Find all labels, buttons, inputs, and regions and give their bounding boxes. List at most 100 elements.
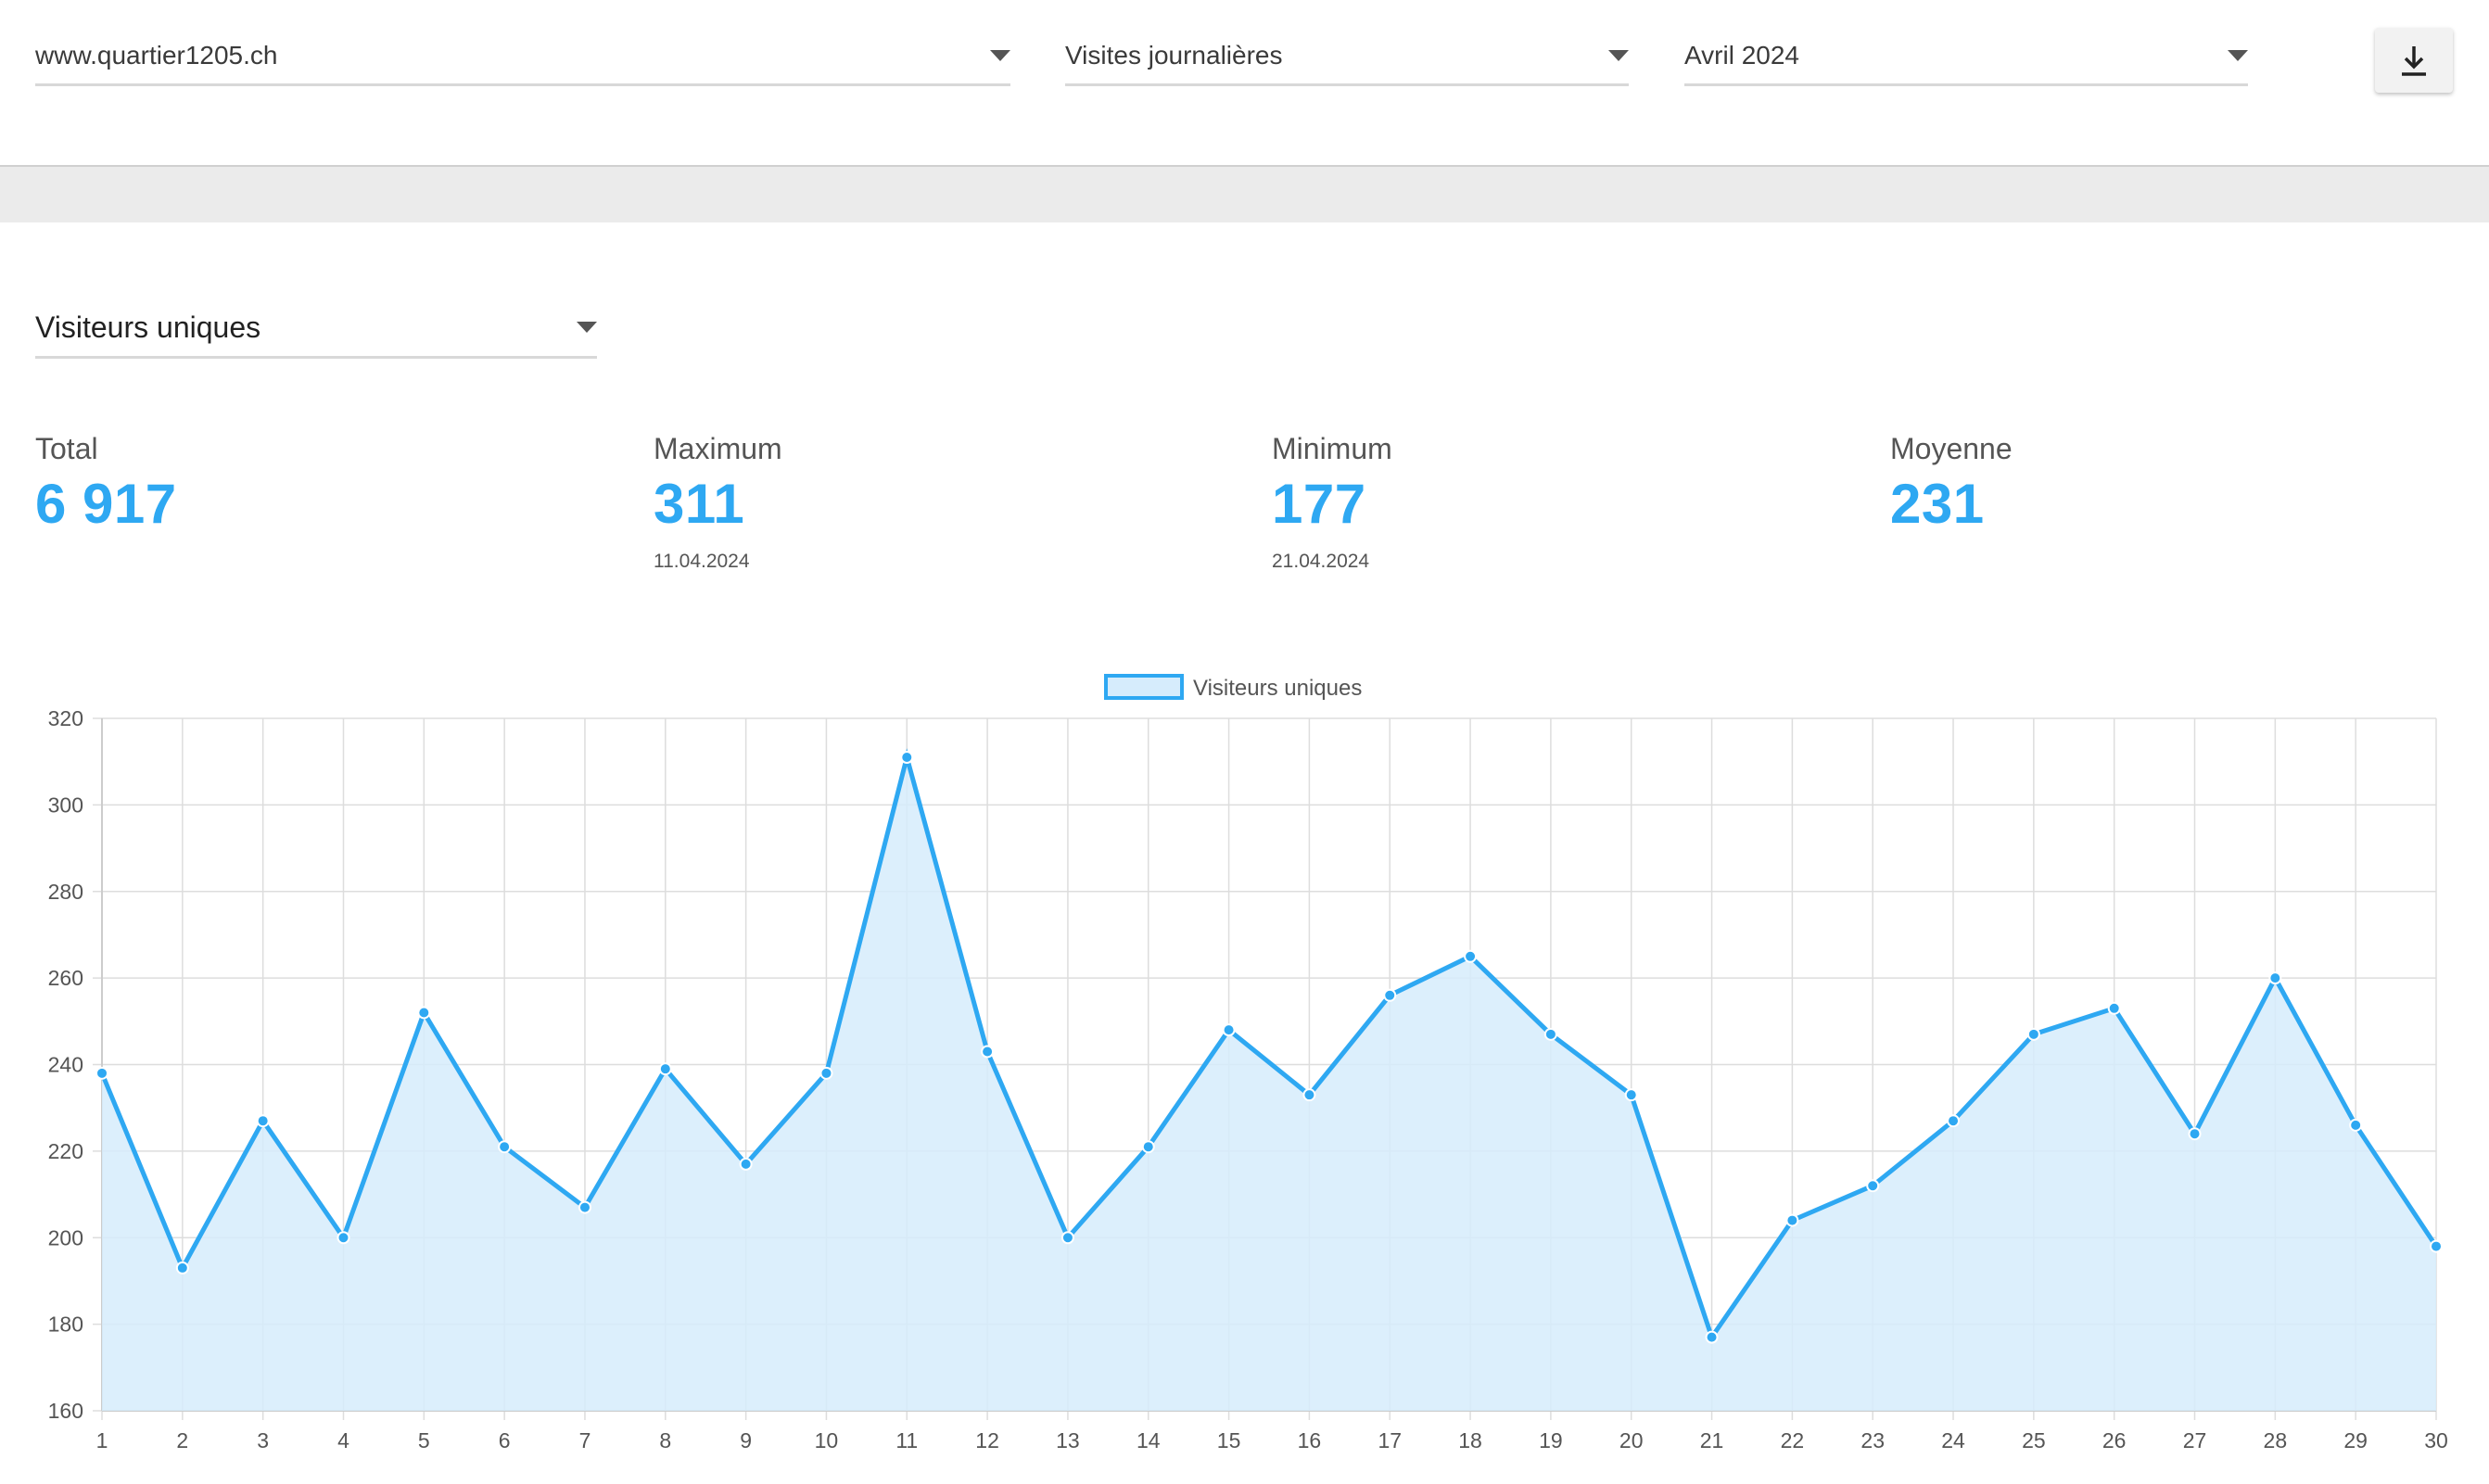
data-point xyxy=(1543,1027,1557,1041)
data-point xyxy=(417,1006,431,1020)
legend-label: Visiteurs uniques xyxy=(1193,676,1362,701)
y-tick-label: 180 xyxy=(48,1313,83,1337)
report-type-select[interactable]: Visites journalières xyxy=(1065,28,1629,86)
x-tick-label: 20 xyxy=(1619,1428,1644,1452)
data-point xyxy=(739,1157,753,1171)
metric-select[interactable]: Visiteurs uniques xyxy=(35,298,597,359)
data-point xyxy=(981,1045,995,1059)
x-tick-label: 25 xyxy=(2022,1428,2046,1452)
x-tick-label: 30 xyxy=(2424,1428,2448,1452)
x-tick-label: 8 xyxy=(659,1428,671,1452)
period-select-value: Avril 2024 xyxy=(1684,41,1800,70)
section-separator xyxy=(0,167,2489,222)
data-point xyxy=(1222,1023,1236,1037)
chart-legend[interactable]: Visiteurs uniques xyxy=(1104,674,1362,701)
x-tick-label: 11 xyxy=(895,1428,918,1452)
x-tick-label: 3 xyxy=(257,1428,269,1452)
site-select-value: www.quartier1205.ch xyxy=(35,41,278,70)
series-line xyxy=(99,748,2439,1343)
stat-minimum-label: Minimum xyxy=(1272,432,1392,465)
data-point xyxy=(1383,988,1397,1002)
data-point xyxy=(95,1066,108,1080)
stat-minimum: Minimum 177 21.04.2024 xyxy=(1272,432,1392,573)
data-point xyxy=(256,1114,270,1128)
data-point xyxy=(337,1231,350,1245)
y-tick-label: 260 xyxy=(48,966,83,990)
chevron-down-icon xyxy=(2228,50,2248,61)
x-tick-label: 1 xyxy=(96,1428,108,1452)
data-point xyxy=(1705,1330,1719,1344)
y-tick-label: 160 xyxy=(48,1399,83,1423)
stat-maximum: Maximum 311 11.04.2024 xyxy=(654,432,782,573)
y-tick-label: 300 xyxy=(48,793,83,817)
series-area xyxy=(102,757,2436,1411)
x-tick-label: 7 xyxy=(579,1428,591,1452)
data-point xyxy=(2430,1239,2443,1253)
x-tick-label: 6 xyxy=(499,1428,511,1452)
data-point xyxy=(2188,1127,2202,1141)
data-point xyxy=(2107,1001,2121,1015)
stat-maximum-label: Maximum xyxy=(654,432,782,465)
data-point xyxy=(2349,1118,2363,1132)
download-icon xyxy=(2402,46,2426,76)
x-tick-label: 14 xyxy=(1137,1428,1161,1452)
x-tick-label: 28 xyxy=(2264,1428,2288,1452)
stat-average-value: 231 xyxy=(1890,473,1985,535)
data-point xyxy=(2268,971,2282,985)
x-tick-label: 22 xyxy=(1781,1428,1805,1452)
x-tick-label: 18 xyxy=(1458,1428,1482,1452)
x-tick-label: 2 xyxy=(176,1428,188,1452)
data-point xyxy=(1866,1179,1880,1193)
report-type-select-value: Visites journalières xyxy=(1065,41,1283,70)
x-tick-label: 4 xyxy=(337,1428,349,1452)
x-tick-label: 15 xyxy=(1217,1428,1241,1452)
x-axis: 1 2 3 4 5 6 7 8 9 10 11 12 13 14 15 16 17 18 19 20 21 22 23 24 2… xyxy=(96,1428,2448,1452)
download-button[interactable] xyxy=(2375,28,2453,93)
data-point xyxy=(900,751,914,765)
stat-total-value: 6 917 xyxy=(35,473,177,535)
y-axis: 160 180 200 220 240 260 280 300 320 xyxy=(48,706,83,1423)
stat-average-label: Moyenne xyxy=(1890,432,2013,465)
x-tick-label: 27 xyxy=(2183,1428,2207,1452)
period-select[interactable]: Avril 2024 xyxy=(1684,28,2248,86)
stat-total: Total 6 917 xyxy=(35,432,177,536)
y-tick-label: 280 xyxy=(48,880,83,904)
chevron-down-icon xyxy=(990,50,1010,61)
data-point xyxy=(1947,1114,1961,1128)
data-point xyxy=(1464,949,1478,963)
chevron-down-icon xyxy=(1608,50,1629,61)
data-point xyxy=(1060,1231,1074,1245)
x-tick-label: 19 xyxy=(1539,1428,1563,1452)
data-point xyxy=(819,1066,833,1080)
data-point xyxy=(578,1200,591,1214)
chart-series xyxy=(95,748,2443,1411)
data-point xyxy=(1302,1088,1316,1102)
visitors-chart: Visiteurs uniques 1601802002202402602803… xyxy=(48,674,2448,1452)
header-divider xyxy=(0,165,2489,167)
x-tick-label: 5 xyxy=(418,1428,430,1452)
x-tick-label: 12 xyxy=(975,1428,999,1452)
y-tick-label: 240 xyxy=(48,1053,83,1077)
data-point xyxy=(1785,1213,1799,1227)
stat-maximum-date: 11.04.2024 xyxy=(654,551,750,572)
stat-minimum-date: 21.04.2024 xyxy=(1272,551,1370,572)
x-tick-label: 17 xyxy=(1378,1428,1402,1452)
x-tick-label: 24 xyxy=(1941,1428,1965,1452)
metric-select-value: Visiteurs uniques xyxy=(35,310,261,344)
x-tick-label: 13 xyxy=(1056,1428,1080,1452)
data-point xyxy=(2026,1027,2040,1041)
stat-average: Moyenne 231 xyxy=(1890,432,2013,536)
x-tick-label: 9 xyxy=(740,1428,752,1452)
data-point xyxy=(175,1261,189,1275)
site-select[interactable]: www.quartier1205.ch xyxy=(35,28,1010,86)
data-point xyxy=(1141,1140,1155,1154)
stat-minimum-value: 177 xyxy=(1272,473,1366,535)
x-tick-label: 26 xyxy=(2102,1428,2127,1452)
stat-total-label: Total xyxy=(35,432,98,465)
x-tick-label: 21 xyxy=(1700,1428,1724,1452)
y-tick-label: 200 xyxy=(48,1225,83,1249)
legend-swatch xyxy=(1104,674,1184,700)
x-tick-label: 10 xyxy=(815,1428,839,1452)
x-tick-label: 23 xyxy=(1860,1428,1885,1452)
data-point xyxy=(658,1062,672,1076)
